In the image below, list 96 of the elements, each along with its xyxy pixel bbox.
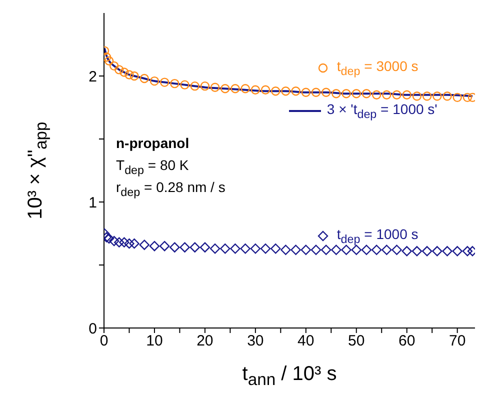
point	[210, 82, 220, 92]
point	[124, 70, 134, 80]
point	[442, 246, 452, 256]
point	[250, 85, 260, 94]
point	[180, 242, 190, 252]
point	[342, 89, 351, 98]
x-tick-label: 60	[398, 332, 416, 350]
point	[362, 89, 372, 98]
point	[220, 244, 230, 254]
x-tick-label: 50	[348, 332, 365, 350]
point	[412, 92, 422, 101]
point	[230, 84, 240, 94]
x-axis-title: t$_{ann}$ / 10³ s	[241, 363, 338, 390]
annotation: n-propanol	[116, 135, 190, 152]
legend-label: t$_{dep}$ = 3000 s	[336, 58, 418, 78]
point	[320, 244, 332, 255]
point	[452, 246, 462, 256]
point	[341, 244, 352, 255]
point	[108, 236, 120, 246]
point	[119, 237, 130, 248]
point	[139, 240, 150, 250]
point	[210, 244, 220, 254]
point	[120, 68, 129, 77]
point	[271, 86, 280, 96]
point	[332, 89, 341, 98]
point	[412, 246, 422, 256]
point	[270, 244, 281, 254]
point	[150, 76, 160, 86]
point	[250, 244, 261, 254]
point	[180, 80, 190, 90]
point	[432, 246, 442, 256]
point	[442, 92, 452, 101]
point	[149, 241, 160, 252]
point	[190, 81, 200, 91]
point	[200, 242, 210, 252]
point	[402, 246, 412, 256]
point	[361, 244, 372, 255]
point	[402, 90, 412, 100]
legend-label: 3 × 't$_{dep}$ = 1000 s'	[326, 101, 438, 122]
y-tick-label: 1	[88, 194, 97, 212]
legend-label: t$_{dep}$ = 1000 s	[336, 226, 418, 246]
point	[240, 244, 250, 254]
point	[200, 81, 210, 91]
x-tick-label: 30	[247, 332, 264, 350]
point	[290, 244, 301, 255]
point	[124, 238, 134, 249]
point	[170, 78, 180, 88]
point	[140, 74, 149, 84]
point	[114, 65, 124, 74]
x-tick-label: 10	[146, 332, 163, 350]
point	[104, 233, 114, 244]
point	[351, 244, 362, 255]
point	[109, 61, 119, 71]
point	[170, 242, 180, 252]
point	[240, 84, 250, 94]
point	[392, 90, 402, 100]
point	[160, 78, 170, 87]
point	[382, 244, 392, 255]
point	[422, 246, 432, 256]
point	[392, 244, 402, 255]
point	[371, 244, 382, 255]
point	[311, 88, 321, 97]
point	[159, 241, 170, 252]
point	[352, 89, 361, 98]
point	[462, 246, 473, 256]
annotation: T$_{dep}$ = 80 K	[116, 157, 189, 178]
y-tick-label: 0	[88, 320, 97, 338]
point	[321, 88, 331, 97]
point	[220, 84, 230, 94]
point	[422, 92, 432, 101]
point	[280, 244, 291, 255]
point	[129, 238, 140, 249]
point	[114, 237, 124, 248]
point	[260, 244, 271, 254]
point	[230, 244, 240, 254]
point	[281, 86, 290, 96]
point	[310, 244, 322, 255]
point	[462, 92, 472, 102]
x-tick-label: 70	[448, 332, 466, 350]
x-tick-label: 0	[100, 332, 108, 350]
x-tick-label: 40	[298, 332, 314, 350]
point	[130, 71, 139, 81]
point	[382, 90, 392, 100]
point	[300, 244, 312, 255]
point	[452, 92, 462, 102]
point	[331, 244, 342, 255]
point	[190, 242, 200, 252]
point	[372, 90, 382, 100]
y-tick-label: 2	[88, 68, 97, 86]
point	[291, 86, 300, 96]
point	[432, 92, 442, 101]
x-tick-label: 20	[196, 332, 214, 350]
annotation: r$_{dep}$ = 0.28 nm / s	[116, 179, 226, 200]
point	[301, 88, 311, 97]
point	[104, 56, 114, 66]
point	[260, 85, 270, 94]
